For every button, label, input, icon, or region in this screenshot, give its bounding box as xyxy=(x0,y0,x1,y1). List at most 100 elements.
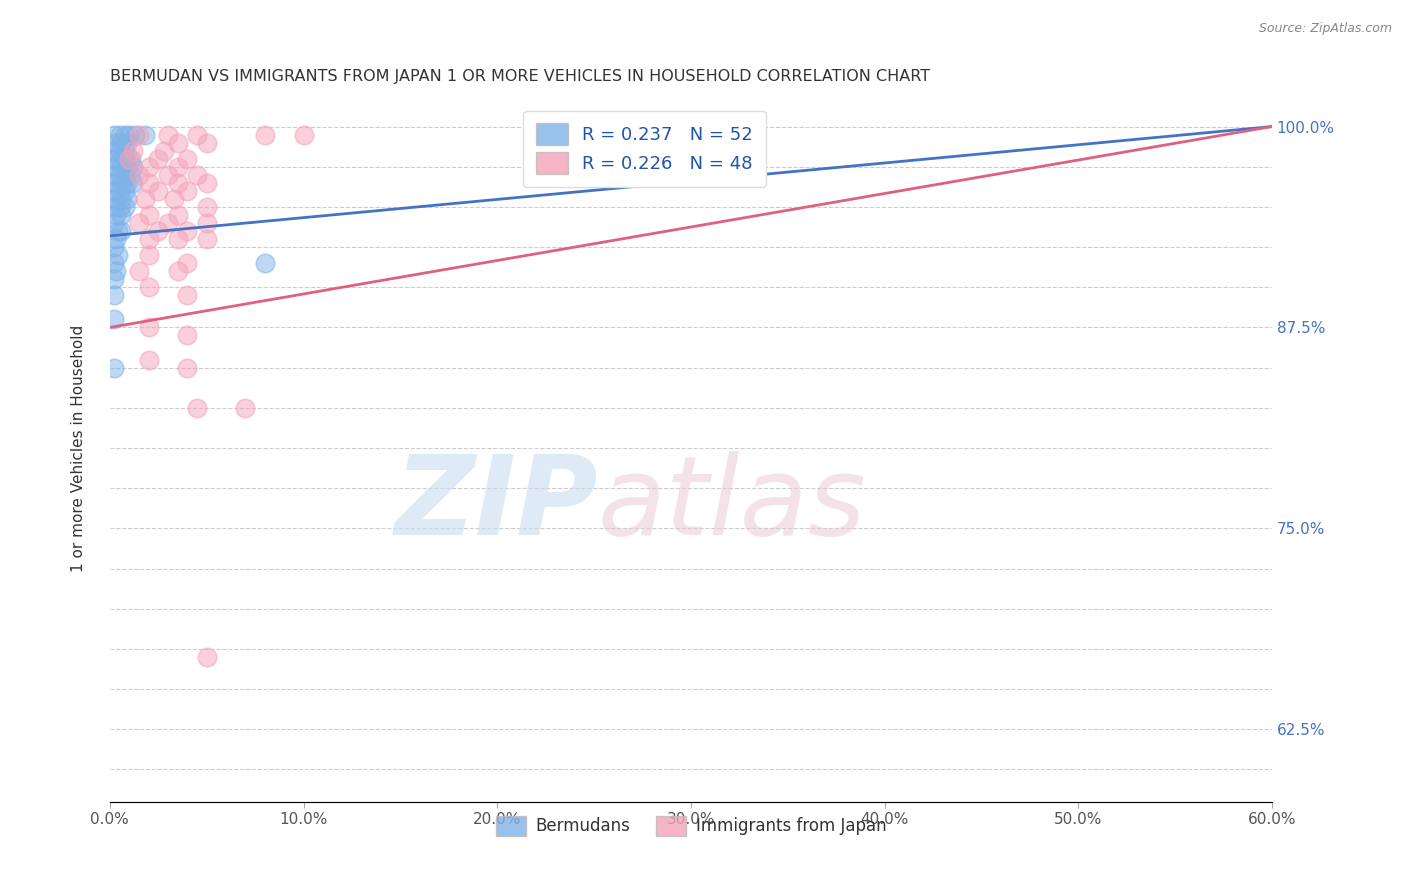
Point xyxy=(138,232,160,246)
Point xyxy=(138,160,160,174)
Point xyxy=(166,264,188,278)
Point xyxy=(108,128,131,142)
Point xyxy=(114,144,136,158)
Point xyxy=(103,272,125,286)
Point xyxy=(103,200,125,214)
Point xyxy=(110,208,132,222)
Y-axis label: 1 or more Vehicles in Household: 1 or more Vehicles in Household xyxy=(72,325,86,572)
Point xyxy=(138,320,160,334)
Point xyxy=(292,128,315,142)
Point xyxy=(166,176,188,190)
Point xyxy=(134,128,156,142)
Point xyxy=(118,128,141,142)
Point xyxy=(110,192,132,206)
Point xyxy=(138,208,160,222)
Point xyxy=(148,152,170,166)
Point xyxy=(138,248,160,262)
Point xyxy=(128,128,150,142)
Point xyxy=(148,224,170,238)
Point xyxy=(104,176,127,190)
Point xyxy=(117,136,139,150)
Point xyxy=(186,128,208,142)
Point xyxy=(104,208,127,222)
Point xyxy=(108,152,131,166)
Point xyxy=(114,152,136,166)
Point xyxy=(107,224,129,238)
Point xyxy=(253,128,276,142)
Point xyxy=(104,160,127,174)
Point xyxy=(117,176,139,190)
Point xyxy=(235,401,257,415)
Point xyxy=(110,160,132,174)
Point xyxy=(108,184,131,198)
Point xyxy=(122,176,145,190)
Point xyxy=(163,192,186,206)
Point xyxy=(110,136,132,150)
Point xyxy=(176,256,198,270)
Point xyxy=(103,128,125,142)
Point xyxy=(108,200,131,214)
Point xyxy=(104,232,127,246)
Point xyxy=(117,160,139,174)
Point xyxy=(176,184,198,198)
Point xyxy=(104,136,127,150)
Point xyxy=(120,168,142,182)
Point xyxy=(156,216,179,230)
Point xyxy=(108,168,131,182)
Point xyxy=(103,184,125,198)
Point xyxy=(104,264,127,278)
Point xyxy=(166,136,188,150)
Point xyxy=(114,168,136,182)
Point xyxy=(122,144,145,158)
Point xyxy=(176,152,198,166)
Point xyxy=(138,352,160,367)
Point xyxy=(153,144,176,158)
Point xyxy=(176,360,198,375)
Point xyxy=(110,176,132,190)
Point xyxy=(117,192,139,206)
Text: atlas: atlas xyxy=(598,451,866,558)
Point xyxy=(166,160,188,174)
Point xyxy=(103,312,125,326)
Point xyxy=(122,160,145,174)
Point xyxy=(253,256,276,270)
Point xyxy=(107,248,129,262)
Point xyxy=(110,224,132,238)
Point xyxy=(166,232,188,246)
Point xyxy=(114,128,136,142)
Point xyxy=(103,360,125,375)
Point xyxy=(195,649,218,664)
Point xyxy=(124,128,146,142)
Point xyxy=(103,256,125,270)
Point xyxy=(176,288,198,302)
Point xyxy=(195,200,218,214)
Point xyxy=(114,184,136,198)
Legend: Bermudans, Immigrants from Japan: Bermudans, Immigrants from Japan xyxy=(489,809,893,843)
Point xyxy=(108,144,131,158)
Text: ZIP: ZIP xyxy=(395,451,598,558)
Point xyxy=(156,128,179,142)
Point xyxy=(176,224,198,238)
Point xyxy=(114,200,136,214)
Text: BERMUDAN VS IMMIGRANTS FROM JAPAN 1 OR MORE VEHICLES IN HOUSEHOLD CORRELATION CH: BERMUDAN VS IMMIGRANTS FROM JAPAN 1 OR M… xyxy=(110,69,929,84)
Point xyxy=(128,216,150,230)
Point xyxy=(103,152,125,166)
Point xyxy=(195,136,218,150)
Point xyxy=(134,192,156,206)
Point xyxy=(128,264,150,278)
Point xyxy=(195,216,218,230)
Point xyxy=(156,168,179,182)
Point xyxy=(128,168,150,182)
Point xyxy=(186,401,208,415)
Point xyxy=(103,240,125,254)
Point xyxy=(138,280,160,294)
Point xyxy=(103,168,125,182)
Point xyxy=(118,152,141,166)
Point xyxy=(166,208,188,222)
Text: Source: ZipAtlas.com: Source: ZipAtlas.com xyxy=(1258,22,1392,36)
Point xyxy=(120,152,142,166)
Point xyxy=(103,216,125,230)
Point xyxy=(186,168,208,182)
Point xyxy=(195,232,218,246)
Point xyxy=(103,288,125,302)
